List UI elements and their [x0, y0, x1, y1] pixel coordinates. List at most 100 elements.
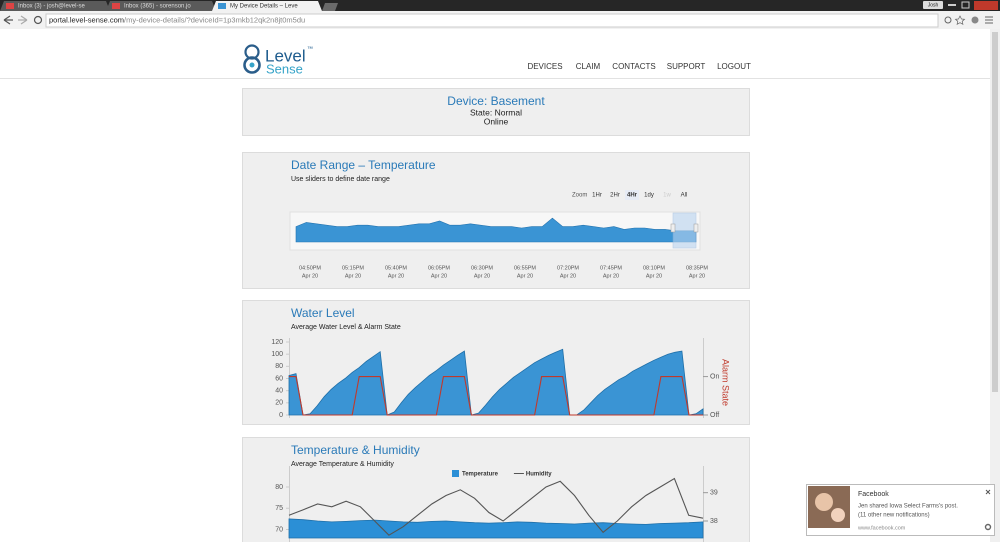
user-badge[interactable]	[923, 1, 943, 9]
zoom-button[interactable]: 1w	[663, 193, 671, 199]
y-tick-label: 0	[279, 412, 283, 419]
new-tab[interactable]	[322, 3, 338, 11]
x-tick-label: 06:30PM	[471, 265, 493, 271]
notification-photo	[815, 493, 833, 511]
reload-button[interactable]	[33, 15, 43, 25]
notification-message: Jen shared Iowa Select Farms's post.	[858, 504, 958, 510]
x-tick-date: Apr 20	[388, 273, 404, 279]
tab[interactable]	[0, 1, 110, 11]
zoom-button[interactable]: 2Hr	[610, 193, 620, 199]
nav-link[interactable]: DEVICES	[527, 62, 562, 71]
charts: Date Range – Temperature Use sliders to d…	[271, 158, 731, 539]
zoom-button[interactable]: All	[681, 193, 688, 199]
back-button[interactable]	[3, 15, 13, 25]
zoom-button[interactable]: 4Hr	[627, 193, 638, 199]
x-tick-date: Apr 20	[517, 273, 533, 279]
notification-app: Facebook	[858, 491, 889, 498]
close-window[interactable]	[974, 1, 998, 10]
tab-icon	[112, 3, 120, 9]
notification-close[interactable]	[985, 489, 991, 495]
maximize[interactable]	[961, 1, 970, 9]
x-tick-date: Apr 20	[474, 273, 490, 279]
chart-title: Temperature & Humidity	[291, 443, 420, 457]
device-panel	[242, 88, 750, 136]
url[interactable]: portal.level-sense.com/my-device-details…	[49, 15, 305, 24]
legend-label: Temperature	[462, 472, 499, 478]
y2-tick-label: 38	[710, 518, 718, 525]
legend-label: Humidity	[526, 472, 552, 478]
y-tick-label: 80	[275, 484, 283, 491]
user-name[interactable]: Josh	[928, 2, 939, 8]
y2-tick-label: On	[710, 373, 719, 380]
title-bar	[0, 0, 1000, 11]
minimize[interactable]	[948, 4, 956, 6]
x-tick-date: Apr 20	[603, 273, 619, 279]
y-tick-label: 70	[275, 526, 283, 533]
y-tick-label: 60	[275, 375, 283, 382]
notification-more: (11 other new notifications)	[858, 513, 930, 519]
zoom-button-bg[interactable]	[625, 190, 639, 200]
x-tick-date: Apr 20	[302, 273, 318, 279]
x-tick-label: 08:35PM	[686, 265, 708, 271]
x-tick-date: Apr 20	[345, 273, 361, 279]
x-tick-label: 07:20PM	[557, 265, 579, 271]
navigator-handle[interactable]	[670, 223, 676, 233]
scroll-thumb[interactable]	[992, 32, 998, 392]
notification-settings[interactable]	[984, 523, 992, 531]
chart-title: Date Range – Temperature	[291, 158, 436, 172]
tab-title[interactable]: Inbox (365) - sorenson.jo	[124, 4, 191, 10]
nav-link[interactable]: LOGOUT	[717, 62, 751, 71]
tab-title[interactable]: Inbox (3) - josh@level-se	[18, 4, 85, 10]
x-tick-label: 05:40PM	[385, 265, 407, 271]
navigator-handle[interactable]	[693, 223, 699, 233]
logo-icon	[249, 62, 255, 68]
navigator-area	[295, 217, 697, 243]
tab[interactable]	[106, 1, 216, 11]
address-bar[interactable]	[45, 13, 939, 28]
forward-button[interactable]	[18, 15, 28, 25]
x-tick-label: 08:10PM	[643, 265, 665, 271]
url-path: /my-device-details/?deviceId=1p3mkb12qk2…	[124, 15, 305, 24]
logo-text: Level	[265, 46, 306, 65]
trademark: ™	[307, 46, 313, 53]
zoom-button[interactable]: 1Hr	[592, 193, 602, 199]
nav-link[interactable]: CLAIM	[576, 62, 601, 71]
x-tick-label: 04:50PM	[299, 265, 321, 271]
y-tick-label: 20	[275, 400, 283, 407]
tab-icon	[218, 3, 226, 9]
x-tick-label: 06:55PM	[514, 265, 536, 271]
nav-link[interactable]: SUPPORT	[667, 62, 706, 71]
legend-swatch	[452, 470, 459, 477]
tab-active[interactable]	[212, 1, 322, 11]
y-tick-label: 120	[271, 339, 283, 346]
search-icon[interactable]	[944, 16, 952, 24]
tab-icon	[6, 3, 14, 9]
tab-title[interactable]: My Device Details – Leve	[230, 4, 298, 10]
series-line	[288, 477, 704, 536]
bookmark-icon[interactable]	[954, 15, 966, 25]
y2-axis-label: Alarm State	[721, 359, 731, 406]
menu-button[interactable]	[985, 16, 993, 24]
zoom-button[interactable]: 1dy	[644, 193, 654, 199]
extension-icon[interactable]	[971, 16, 979, 24]
x-tick-label: 05:15PM	[342, 265, 364, 271]
device-state: State: Normal	[470, 107, 522, 117]
chart-subtitle: Average Water Level & Alarm State	[291, 324, 401, 331]
y-tick-label: 100	[271, 351, 283, 358]
nav-link[interactable]: CONTACTS	[612, 62, 655, 71]
x-tick-date: Apr 20	[431, 273, 447, 279]
x-tick-label: 06:05PM	[428, 265, 450, 271]
x-tick-label: 07:45PM	[600, 265, 622, 271]
series-area	[288, 348, 704, 416]
logo-text: Sense	[266, 61, 303, 76]
y-tick-label: 40	[275, 388, 283, 395]
notification-photo	[831, 508, 845, 522]
y2-tick-label: Off	[710, 412, 719, 419]
zoom-label: Zoom	[572, 193, 587, 199]
x-tick-date: Apr 20	[646, 273, 662, 279]
y-tick-label: 80	[275, 363, 283, 370]
header-divider	[0, 78, 990, 79]
x-tick-date: Apr 20	[689, 273, 705, 279]
device-title: Device: Basement	[447, 94, 545, 108]
